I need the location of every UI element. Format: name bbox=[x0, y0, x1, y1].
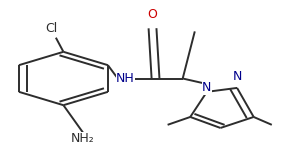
Text: O: O bbox=[148, 8, 157, 21]
Text: NH: NH bbox=[116, 72, 135, 85]
Text: N: N bbox=[232, 70, 242, 83]
Text: N: N bbox=[202, 81, 212, 94]
Text: NH₂: NH₂ bbox=[71, 133, 95, 145]
Text: Cl: Cl bbox=[45, 22, 57, 35]
